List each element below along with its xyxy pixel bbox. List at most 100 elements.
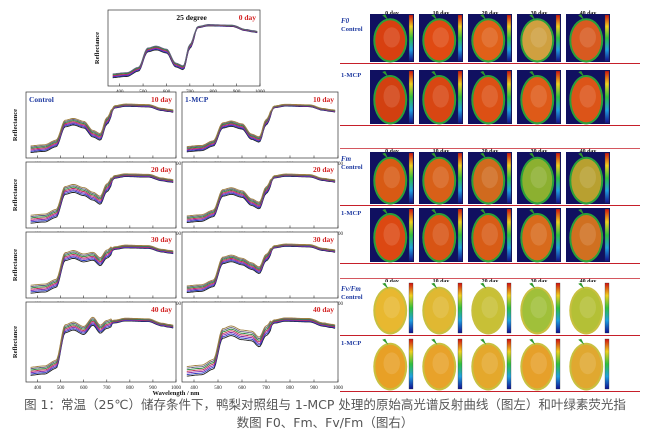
- fluor-image-cell: [468, 152, 512, 205]
- day-label: 10 day: [313, 95, 334, 104]
- pear-highlight: [383, 166, 400, 189]
- fluor-image-cell: [370, 338, 414, 391]
- pear-stem: [529, 14, 536, 21]
- spectrum-curve: [30, 173, 174, 218]
- x-axis-label: Wavelength / nm: [153, 390, 201, 397]
- fluor-parameter-label: Fv/Fm: [341, 285, 361, 293]
- spectrum-curve: [30, 175, 174, 223]
- colorbar: [506, 282, 512, 334]
- fluor-group-label: Control: [341, 26, 363, 33]
- pear-fruit: [522, 288, 553, 333]
- fluor-image-cell: [370, 208, 414, 263]
- day-label: 10 day: [151, 95, 172, 104]
- pear-fruit: [571, 158, 602, 203]
- pear-fruit: [375, 344, 406, 389]
- pear-highlight: [579, 222, 596, 246]
- spectrum-curve: [30, 246, 174, 293]
- fluor-group-label: 1-MCP: [341, 340, 361, 347]
- colorbar: [604, 282, 610, 334]
- spectrum-curve: [30, 320, 174, 375]
- pear-fruit: [522, 77, 553, 123]
- spectrum-curve: [30, 318, 174, 371]
- pear-stem: [578, 152, 585, 159]
- plot-frame: [181, 161, 339, 229]
- pear-fruit: [473, 215, 504, 261]
- colorbar: [555, 338, 561, 390]
- x-tick-label: 800: [126, 386, 134, 391]
- spectrum-curve: [186, 103, 336, 148]
- fluor-image-cell: [566, 70, 610, 125]
- pear-fruit: [473, 288, 504, 333]
- pear-stem: [578, 71, 585, 78]
- colorbar: [457, 282, 463, 334]
- pear-highlight: [432, 352, 449, 375]
- spectrum-curve: [186, 243, 336, 287]
- colorbar: [408, 152, 414, 204]
- fluor-image-cell: [370, 152, 414, 205]
- pear-highlight: [481, 222, 498, 246]
- pear-stem: [529, 71, 536, 78]
- pear-stem: [578, 338, 585, 345]
- fluor-image-cell: [468, 338, 512, 391]
- pear-fruit: [375, 215, 406, 261]
- colorbar: [604, 152, 610, 204]
- pear-fruit: [424, 77, 455, 123]
- group-label: 1-MCP: [185, 95, 209, 104]
- fluor-image-cell: [370, 282, 414, 335]
- pear-stem: [382, 282, 389, 289]
- caption-line-1: 图 1：常温（25℃）储存条件下，鸭梨对照组与 1-MCP 处理的原始高光谱反射…: [24, 397, 626, 412]
- group-label: Control: [29, 95, 54, 104]
- pear-highlight: [383, 352, 400, 375]
- spectrum-curve: [186, 319, 336, 372]
- colorbar: [506, 152, 512, 204]
- pear-fruit: [571, 344, 602, 389]
- fluor-image-cell: [566, 14, 610, 63]
- pear-highlight: [530, 27, 547, 48]
- pear-fruit: [522, 158, 553, 203]
- fluor-image-cell: [517, 70, 561, 125]
- fluor-image-cell: [419, 338, 463, 391]
- pear-fruit: [424, 215, 455, 261]
- plot-frame: [181, 231, 339, 299]
- colorbar: [604, 70, 610, 124]
- x-tick-label: 600: [238, 386, 246, 391]
- spectrum-curve: [30, 318, 174, 370]
- x-tick-label: 400: [34, 386, 42, 391]
- pear-highlight: [432, 296, 449, 319]
- fluor-image-cell: [419, 208, 463, 263]
- fluor-image-cell: [468, 208, 512, 263]
- pear-highlight: [579, 84, 596, 108]
- fluor-image-cell: [517, 152, 561, 205]
- fluor-image-cell: [566, 338, 610, 391]
- x-tick-label: 500: [57, 386, 65, 391]
- pear-fruit: [473, 20, 504, 61]
- day-label: 30 day: [313, 235, 334, 244]
- colorbar: [506, 70, 512, 124]
- pear-fruit: [473, 344, 504, 389]
- fluor-group-label: Control: [341, 164, 363, 171]
- fluor-image-cell: [566, 282, 610, 335]
- pear-stem: [529, 282, 536, 289]
- spectrum-curve: [112, 24, 258, 75]
- colorbar: [555, 208, 561, 262]
- pear-stem: [578, 282, 585, 289]
- colorbar: [604, 338, 610, 390]
- pear-highlight: [383, 84, 400, 108]
- fluor-parameter-label: Fm: [341, 155, 352, 163]
- pear-stem: [382, 14, 389, 21]
- pear-highlight: [530, 296, 547, 319]
- figure-caption: 图 1：常温（25℃）储存条件下，鸭梨对照组与 1-MCP 处理的原始高光谱反射…: [0, 396, 650, 432]
- fluor-image-cell: [370, 70, 414, 125]
- pear-fruit: [375, 158, 406, 203]
- pear-stem: [529, 209, 536, 216]
- spectrum-curve: [30, 173, 174, 216]
- x-tick-label: 800: [286, 386, 294, 391]
- colorbar: [457, 152, 463, 204]
- pear-fruit: [473, 158, 504, 203]
- pear-stem: [480, 71, 487, 78]
- spectrum-curve: [186, 318, 336, 371]
- caption-line-2: 数图 F0、Fm、Fv/Fm（图右）: [236, 415, 414, 430]
- spectrum-curve: [186, 320, 336, 377]
